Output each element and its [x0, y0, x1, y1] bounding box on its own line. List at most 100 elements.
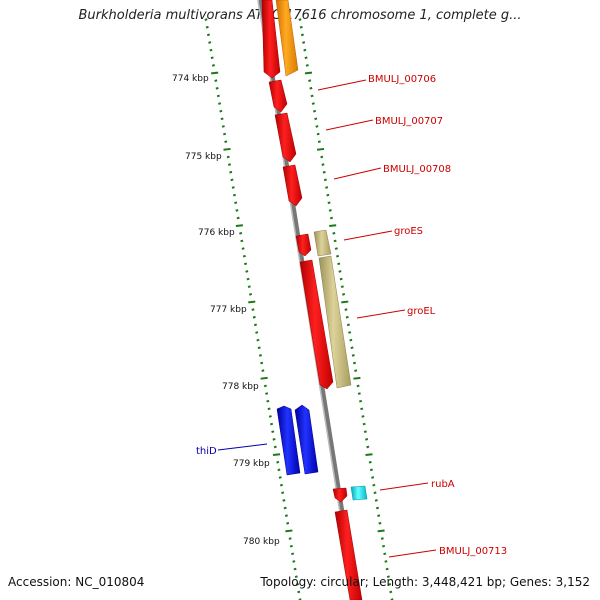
track-tick [219, 109, 223, 113]
track-tick [328, 209, 332, 212]
track-tick [204, 18, 208, 21]
track-tick [276, 460, 280, 464]
track-tick [322, 170, 326, 174]
track-tick [316, 147, 325, 151]
track-tick [353, 376, 361, 380]
track-tick [320, 155, 324, 159]
track-tick [368, 460, 372, 464]
label-groes[interactable]: groES [394, 226, 423, 237]
track-tick [375, 506, 380, 510]
track-tick [304, 71, 313, 75]
track-tick [289, 544, 293, 548]
track-tick [269, 422, 274, 426]
track-tick [366, 445, 370, 449]
track-tick [337, 262, 341, 266]
gene-bmulj-00713[interactable] [334, 509, 363, 600]
track-tick [208, 41, 212, 44]
label-bmulj-00708[interactable]: BMULJ_00708 [383, 164, 451, 175]
track-tick [329, 216, 334, 220]
track-tick [365, 437, 369, 441]
label-groel[interactable]: groEL [407, 306, 436, 317]
track-tick [362, 422, 366, 426]
track-tick [251, 308, 255, 311]
track-tick [308, 79, 312, 83]
gene-thid-a[interactable] [276, 405, 301, 476]
track-tick [327, 201, 331, 205]
label-bmulj-00707[interactable]: BMULJ_00707 [375, 116, 443, 127]
track-tick [221, 125, 225, 128]
track-tick [216, 94, 220, 98]
track-tick [341, 300, 349, 304]
track-tick [388, 582, 392, 586]
track-tick [303, 48, 307, 52]
track-tick [295, 582, 300, 586]
track-tick [333, 239, 337, 243]
label-bmulj-00713[interactable]: BMULJ_00713 [439, 546, 507, 557]
scale-label-774: 774 kbp [172, 74, 209, 84]
track-tick [285, 529, 293, 533]
track-tick [325, 186, 329, 189]
track-tick [314, 117, 318, 121]
track-tick [293, 567, 297, 571]
track-tick [350, 346, 354, 350]
track-tick [260, 376, 268, 380]
track-tick [310, 94, 314, 98]
track-tick [248, 300, 256, 304]
gene-ruba[interactable] [332, 487, 348, 503]
track-tick [369, 468, 373, 472]
track-tick [358, 399, 363, 403]
gene-bmulj-00707[interactable] [274, 112, 297, 163]
track-tick [242, 254, 246, 258]
track-tick [297, 590, 301, 594]
track-tick [235, 224, 244, 228]
reverse-genes [276, 404, 319, 476]
gene-groel[interactable] [299, 259, 334, 390]
orange-feature[interactable] [275, 0, 299, 77]
gene-bmulj-00708[interactable] [282, 164, 303, 207]
khaki-feature-groel[interactable] [318, 255, 352, 389]
topology-text: Topology: circular; Length: 3,448,421 bp… [260, 575, 590, 589]
track-tick [209, 48, 213, 52]
track-tick [300, 33, 304, 37]
track-tick [354, 369, 358, 373]
track-tick [278, 476, 282, 479]
label-thid[interactable]: thiD [196, 446, 217, 457]
track-tick [309, 86, 313, 90]
track-tick [363, 430, 367, 434]
cyan-feature[interactable] [350, 485, 368, 501]
label-bmulj-00706[interactable]: BMULJ_00706 [368, 74, 436, 85]
track-tick [302, 41, 306, 44]
gene-groes[interactable] [295, 233, 312, 257]
track-tick [231, 186, 235, 189]
track-tick [214, 79, 218, 83]
track-tick [211, 64, 215, 67]
track-tick [383, 552, 387, 556]
track-tick [218, 102, 222, 105]
track-tick [311, 102, 315, 105]
track-tick [245, 270, 249, 273]
track-tick [246, 277, 250, 281]
khaki-feature-groes[interactable] [313, 229, 332, 257]
track-tick [284, 514, 288, 518]
gene-top-partial[interactable] [261, 0, 281, 79]
scale-label-775: 775 kbp [185, 152, 222, 162]
track-tick [377, 514, 381, 518]
track-tick [257, 346, 261, 350]
track-tick [340, 285, 344, 289]
gene-thid-b[interactable] [294, 404, 319, 475]
track-tick [305, 64, 309, 67]
track-tick [272, 437, 276, 441]
track-tick [371, 476, 375, 479]
track-tick [281, 491, 285, 495]
track-tick [265, 392, 269, 395]
track-tick [248, 292, 253, 296]
label-ruba[interactable]: rubA [431, 479, 455, 490]
track-tick [373, 491, 377, 495]
track-tick [283, 506, 287, 510]
track-tick [346, 323, 350, 327]
track-tick [294, 575, 298, 579]
track-tick [205, 25, 209, 29]
track-tick [271, 430, 275, 434]
gene-bmulj-00706[interactable] [268, 79, 288, 113]
